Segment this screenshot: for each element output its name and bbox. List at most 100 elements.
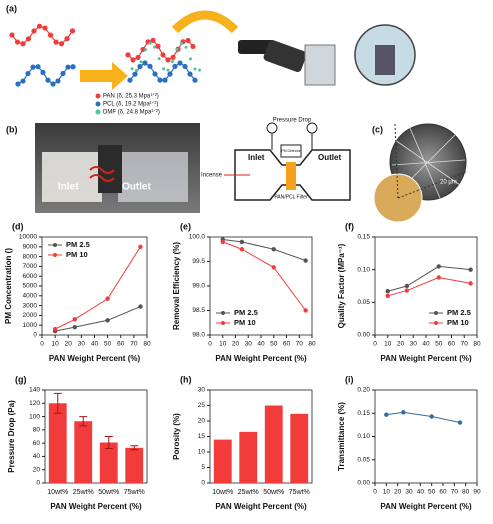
y-tick-label: 0.15 xyxy=(357,410,370,417)
y-axis-title: Removal Efficiency (%) xyxy=(172,242,181,330)
monomer xyxy=(58,41,65,47)
point xyxy=(72,324,78,330)
bar xyxy=(239,431,258,483)
point xyxy=(105,318,110,323)
legend-marker xyxy=(221,311,225,315)
zoom-line xyxy=(394,123,467,199)
solvent xyxy=(135,68,138,72)
monomer xyxy=(40,69,46,76)
series-line xyxy=(222,238,306,261)
monomer xyxy=(192,77,198,83)
schematic-text: Inlet xyxy=(248,153,265,162)
error-bar xyxy=(130,445,139,451)
y-axis-title: Porosity (%) xyxy=(172,413,181,460)
legend-marker xyxy=(434,321,438,325)
legend-label: PM 2.5 xyxy=(234,308,258,317)
point xyxy=(52,326,58,332)
x-tick-label: 70 xyxy=(130,341,138,348)
monomer xyxy=(69,28,76,34)
point xyxy=(271,265,276,270)
solvent xyxy=(139,60,143,64)
legend-dot xyxy=(95,101,101,107)
y-tick-label: 20 xyxy=(198,418,206,425)
box xyxy=(42,152,102,202)
x-tick-label: 20 xyxy=(65,341,73,348)
x-tick-label: 50 xyxy=(104,341,112,348)
point xyxy=(220,239,225,245)
solvent xyxy=(198,68,201,72)
point xyxy=(72,317,78,322)
x-tick-label: 30 xyxy=(405,489,413,496)
point xyxy=(468,281,473,286)
y-tick-label: 100.0 xyxy=(189,234,206,241)
legend-label: PM 10 xyxy=(447,318,469,327)
point xyxy=(239,239,245,245)
series-line xyxy=(222,241,307,311)
device xyxy=(304,44,336,86)
point xyxy=(436,275,441,280)
y-tick-label: 0 xyxy=(33,332,37,339)
y-tick-label: 0.00 xyxy=(357,332,370,339)
x-tick-label: 30 xyxy=(410,341,418,348)
panel-label: (c) xyxy=(372,124,383,134)
scale-bar: 20 µm xyxy=(440,180,457,186)
x-tick-label: 10 xyxy=(219,341,227,348)
y-tick-label: 8000 xyxy=(23,253,38,260)
solvent xyxy=(184,45,188,49)
legend-text: PCL (δ, 19.2 Mpa¹ᐟ²) xyxy=(103,101,158,108)
panel-label: (g) xyxy=(15,374,27,384)
monomer xyxy=(172,63,178,69)
point xyxy=(239,247,245,252)
y-tick-label: 5 xyxy=(201,464,205,471)
x-tick-label: 10 xyxy=(52,341,60,348)
point xyxy=(384,412,389,417)
monomer xyxy=(45,77,51,83)
point xyxy=(138,304,143,309)
schematic xyxy=(234,149,351,201)
gauge xyxy=(266,122,278,134)
y-axis-title: Quality Factor (MPa⁻¹) xyxy=(337,243,346,328)
monomer xyxy=(150,37,156,44)
monomer xyxy=(42,25,48,31)
monomer xyxy=(9,32,15,38)
panel-label: (f) xyxy=(345,221,354,231)
monomer xyxy=(60,70,66,77)
x-tick-label: 40 xyxy=(91,341,99,348)
y-tick-label: 40 xyxy=(33,453,41,460)
y-tick-label: 6000 xyxy=(23,273,38,280)
x-tick-label: 80 xyxy=(462,489,470,496)
monomer xyxy=(30,64,36,70)
monomer xyxy=(14,39,21,45)
point xyxy=(138,244,143,249)
plot-frame xyxy=(209,236,313,336)
y-tick-label: 0 xyxy=(36,480,40,487)
panel-label: (i) xyxy=(345,374,354,384)
bar xyxy=(48,403,67,483)
panel-label: (e) xyxy=(180,221,191,231)
x-tick-label: 75wt% xyxy=(289,489,310,496)
monomer xyxy=(137,63,143,70)
monomer xyxy=(152,71,158,77)
smoke xyxy=(89,166,115,182)
y-tick-label: 7000 xyxy=(23,263,38,270)
y-tick-label: 5000 xyxy=(23,283,38,290)
series-line xyxy=(54,246,141,330)
y-tick-label: 3000 xyxy=(23,302,38,309)
monomer xyxy=(155,43,161,49)
legend-label: PM 10 xyxy=(234,318,256,327)
solvent xyxy=(193,67,197,71)
solvent xyxy=(148,41,152,45)
device xyxy=(375,45,395,75)
legend-text: DMF (δ, 24.8 Mpa¹ᐟ²) xyxy=(103,109,160,116)
x-tick-label: 50 xyxy=(435,341,443,348)
y-axis-title: PM Concentration () xyxy=(4,248,13,324)
monomer xyxy=(50,81,56,87)
legend-marker xyxy=(221,321,225,325)
point xyxy=(401,410,406,415)
monomer xyxy=(70,64,76,70)
solvent xyxy=(162,67,165,71)
solvent xyxy=(171,59,174,63)
solvent xyxy=(175,47,179,51)
monomer xyxy=(35,64,41,70)
